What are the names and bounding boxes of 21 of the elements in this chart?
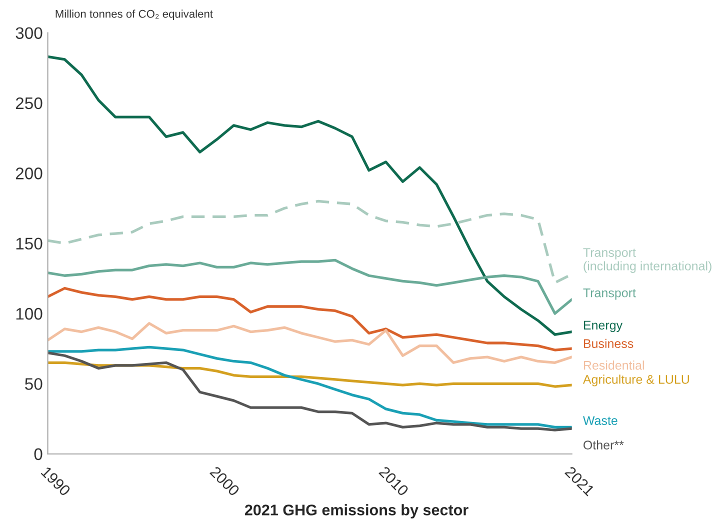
series-label: Waste [582, 416, 618, 426]
series-label: Transport (including international) [583, 248, 712, 273]
y-tick-label: 100 [16, 308, 42, 320]
series-label: Agriculture & LULU [582, 374, 689, 386]
y-axis-title: Million tonnes of CO₂ equivalent [56, 10, 213, 20]
series-label: Residential [584, 360, 644, 370]
line-series [48, 322, 572, 364]
series-label: Business [584, 338, 634, 348]
series-label: Energy [584, 320, 623, 332]
line-series [48, 258, 572, 315]
series-label: Other** [584, 440, 624, 450]
y-tick-label: 50 [25, 378, 42, 390]
series-label: Transport [583, 288, 636, 300]
line-series [48, 286, 572, 352]
text: 2021 GHG emissions by sector [244, 504, 468, 518]
line-series [48, 55, 572, 336]
y-tick-label: 200 [16, 168, 42, 180]
y-tick-label: 250 [16, 97, 42, 110]
y-tick-label: 150 [16, 238, 42, 250]
y-tick-label: 0 [34, 448, 42, 460]
y-tick-label: 300 [16, 27, 42, 39]
